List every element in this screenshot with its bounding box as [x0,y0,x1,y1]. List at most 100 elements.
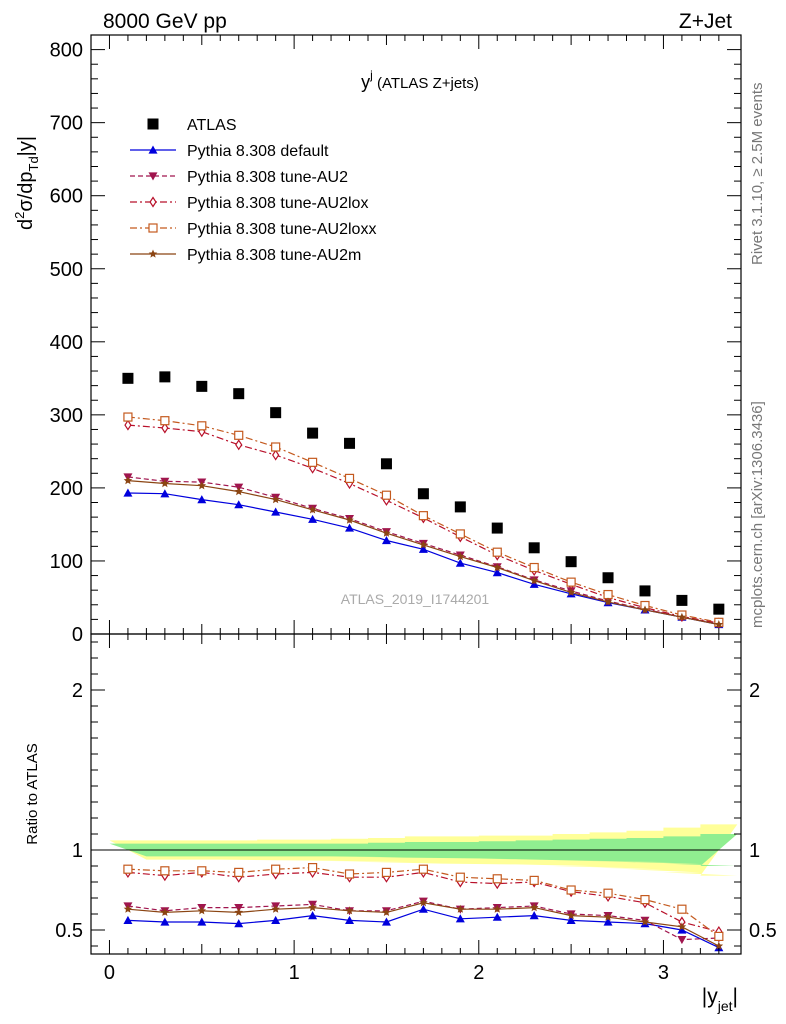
data-point [197,481,207,490]
series-line [127,424,719,624]
ratio-point [271,864,281,874]
ratio-point [197,917,207,926]
data-point [270,407,282,419]
data-point [492,568,502,577]
data-point [234,430,244,440]
ratio-point [529,875,539,886]
data-point [307,427,319,439]
main-plot-panel: 0 100 200 300 400 500 600 700 800 ATLAS_2019_I17… [12,34,742,646]
data-point [714,620,724,629]
data-point [419,540,428,549]
legend-label: Pythia 8.308 default [187,143,329,160]
y-tick-label: 200 [50,478,83,500]
ratio-point [344,869,355,879]
data-point [529,562,539,573]
data-point [123,488,133,497]
data-point [418,544,428,553]
ratio-point [566,911,576,920]
ratio-point [123,904,133,913]
ratio-point [493,904,502,913]
y-tick-label: 500 [50,259,83,281]
data-point [713,603,725,615]
data-point [676,594,688,606]
ratio-point [271,915,281,924]
ratio-plot-frame [90,633,742,955]
data-point [602,572,614,584]
series-atlas [122,371,725,615]
data-point [492,547,502,557]
ratio-plot-panel: 0.5 0.5 1 1 2 2 0 1 2 3 Ratio to ATLAS |yjet| [24,633,777,1014]
data-point [418,511,428,521]
y-tick-label: 0 [72,624,83,646]
ratio-point [455,872,465,882]
plot-title: yj (ATLAS Z+jets) [361,68,479,92]
header-energy-label: 8000 GeV pp [103,10,227,33]
ratio-point [455,914,465,923]
data-point [234,500,244,509]
x-tick-label: 3 [658,962,669,984]
data-point [197,421,207,431]
ratio-point [123,864,133,874]
data-point [308,505,317,514]
ratio-point [418,904,428,913]
ratio-series-pythia-8-308-tune-au2loxx [123,862,724,942]
ratio-axis-title: Ratio to ATLAS [24,743,41,844]
ratio-point [418,864,428,874]
ratio-series-pythia-8-308-tune-au2m [123,898,724,950]
ratio-point [234,919,244,928]
data-point [603,597,613,606]
data-point [235,439,243,451]
ratio-point [271,904,280,913]
legend-entry: Pythia 8.308 tune-AU2 [130,169,348,186]
rivet-version-label: Rivet 3.1.10, ≥ 2.5M events [749,83,766,266]
legend-label: Pythia 8.308 tune-AU2m [187,247,361,264]
data-point [234,487,243,496]
data-point [233,388,245,400]
legend-label: ATLAS [187,117,237,134]
ratio-point [381,917,391,926]
data-point [493,563,502,572]
legend: ATLAS Pythia 8.308 default Pythia 8.308 tu… [130,117,376,264]
ratio-point [677,904,687,914]
data-point [417,488,429,500]
ratio-point [714,941,724,950]
ratio-point [603,912,613,921]
ratio-y-tick-label-right: 2 [749,680,760,702]
ratio-y-tick-label: 1 [72,840,83,862]
data-point [603,589,613,600]
legend-marker [148,172,158,181]
ratio-point [640,894,650,905]
legend-label: Pythia 8.308 tune-AU2lox [187,195,368,212]
ratio-point [123,915,133,924]
data-point [565,556,577,568]
y-tick-label: 400 [50,332,83,354]
data-point [640,605,650,614]
legend-entry: Pythia 8.308 tune-AU2m [130,247,361,264]
data-point [455,558,465,567]
ratio-point [529,903,539,912]
x-tick-label: 0 [104,962,115,984]
ratio-point [603,888,613,898]
y-tick-label: 600 [50,186,83,208]
data-point [197,495,207,504]
ratio-point [492,874,502,884]
data-point [160,489,170,498]
ratio-y-tick-label-right: 0.5 [749,920,777,942]
ratio-point [566,915,576,924]
ratio-point [308,911,318,920]
ratio-point [677,922,687,931]
ratio-y-tick-label-right: 1 [749,840,760,862]
data-point [529,576,539,585]
ratio-point [160,866,170,876]
data-point [308,514,318,523]
ratio-point [234,907,243,916]
ratio-point [456,904,465,913]
data-point [161,422,169,434]
mcplots-label: mcplots.cern.ch [arXiv:1306.3436] [749,401,766,628]
legend-marker [148,223,158,233]
ratio-point [640,917,650,926]
ratio-point [197,906,207,915]
data-point [456,552,465,561]
data-point [196,380,208,392]
